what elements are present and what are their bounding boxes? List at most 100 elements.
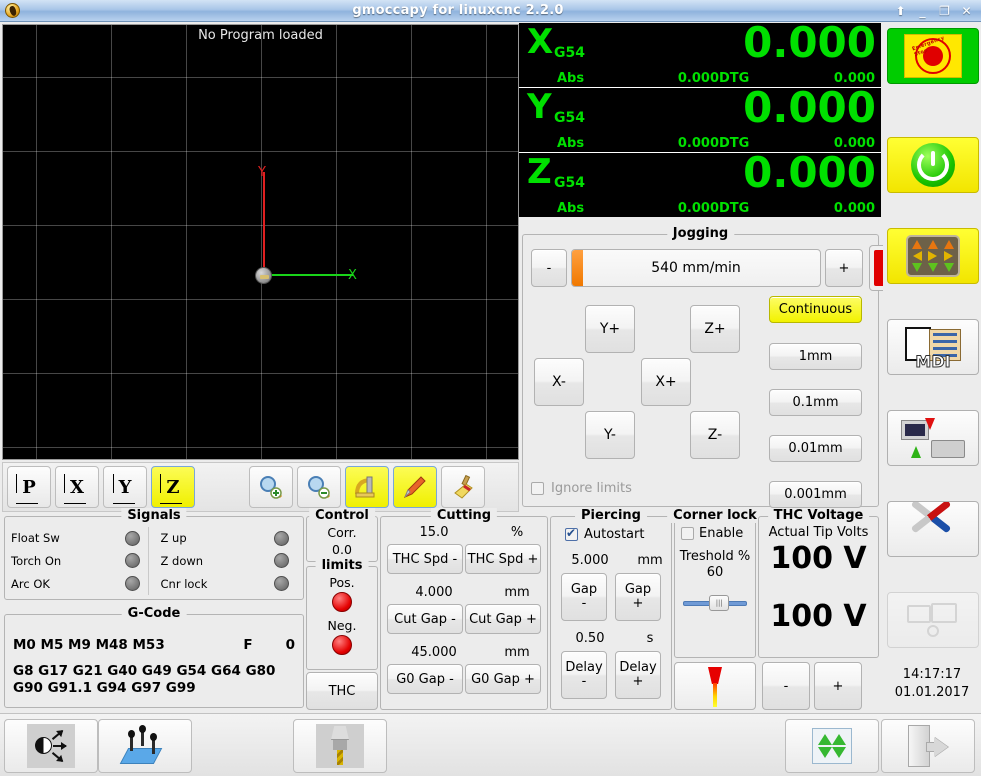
maximize-icon <box>812 728 852 764</box>
checkbox-icon <box>531 482 544 495</box>
zoom-out-icon[interactable] <box>297 466 341 508</box>
pierce-delay-minus-button[interactable]: Delay - <box>561 651 607 699</box>
maximize-button[interactable]: ❐ <box>939 3 950 18</box>
g0-gap-minus-button[interactable]: G0 Gap - <box>387 664 463 694</box>
gcode-panel: G-Code M0 M5 M9 M48 M53 F 0 G8 G17 G21 G… <box>4 606 304 708</box>
dro-main-value: 0.000 <box>743 148 876 197</box>
auto-mode-button[interactable] <box>887 410 979 466</box>
maximize-view-button[interactable] <box>785 719 879 773</box>
jog-x-minus-button[interactable]: X- <box>534 358 584 406</box>
touch-off-y-button[interactable]: Y <box>103 466 147 508</box>
mdi-label: MDI <box>915 352 951 372</box>
thc-voltage-panel: THC Voltage Actual Tip Volts 100 V 100 V <box>758 508 879 658</box>
window-controls: ⬆ _ ❐ ✕ <box>894 4 981 18</box>
thc-speed-readout: 15.0 % <box>381 525 547 540</box>
corr-label: Corr. <box>327 525 357 540</box>
jog-increment-0.1mm[interactable]: 0.1mm <box>769 389 862 416</box>
piercing-panel: Piercing Autostart 5.000 mm Gap - Gap + … <box>550 508 672 710</box>
jog-velocity-plus-button[interactable]: + <box>825 249 863 287</box>
torch-glyph <box>707 667 723 707</box>
spindle-tool-icon <box>316 724 364 768</box>
ignore-limits-label: Ignore limits <box>551 481 632 496</box>
user-tabs-button[interactable] <box>887 592 979 648</box>
dro-row-x[interactable]: X G54 0.000 Abs 0.000 DTG 0.000 <box>519 20 881 88</box>
jog-increment-continuous[interactable]: Continuous <box>769 296 862 323</box>
gcode-feed-label: F <box>243 637 253 653</box>
exit-button[interactable] <box>881 719 975 773</box>
homing-button[interactable] <box>4 719 98 773</box>
pierce-gap-minus-button[interactable]: Gap - <box>561 573 607 621</box>
threshold-value: 60 <box>706 564 724 580</box>
cut-gap-unit: mm <box>504 585 530 600</box>
ignore-limits-checkbox[interactable]: Ignore limits <box>531 481 632 496</box>
touch-off-button[interactable] <box>98 719 192 773</box>
threshold-readout: Treshold % 60 <box>675 549 755 580</box>
corner-lock-title: Corner lock <box>667 508 763 523</box>
manual-mode-button[interactable] <box>887 228 979 284</box>
jog-z-minus-button[interactable]: Z- <box>690 411 740 459</box>
dro-main-value: 0.000 <box>743 83 876 132</box>
signal-arc-ok: Arc OK <box>11 576 148 592</box>
thc-voltage-plus-button[interactable]: + <box>814 662 862 710</box>
clock-time: 14:17:17 <box>902 667 962 682</box>
pierce-gap-plus-button[interactable]: Gap + <box>615 573 661 621</box>
autostart-checkbox[interactable]: Autostart <box>565 526 644 542</box>
thc-speed-minus-button[interactable]: THC Spd - <box>387 544 463 574</box>
jog-x-plus-button[interactable]: X+ <box>641 358 691 406</box>
pierce-delay-minus-l1: Delay <box>565 660 603 676</box>
thc-speed-plus-button[interactable]: THC Spd + <box>465 544 541 574</box>
dro-row-y[interactable]: Y G54 0.000 Abs 0.000 DTG 0.000 <box>519 83 881 153</box>
machine-power-button[interactable] <box>887 137 979 193</box>
touch-off-x-button[interactable]: X <box>55 466 99 508</box>
jog-increment-1mm[interactable]: 1mm <box>769 343 862 370</box>
jog-y-plus-button[interactable]: Y+ <box>585 305 635 353</box>
pierce-delay-plus-button[interactable]: Delay + <box>615 651 661 699</box>
signal-cnr-lock: Cnr lock <box>161 576 298 592</box>
minimize-button[interactable]: _ <box>919 3 926 18</box>
checkbox-icon <box>681 527 694 540</box>
touch-off-p-button[interactable]: P <box>7 466 51 508</box>
clear-plot-icon[interactable] <box>441 466 485 508</box>
edit-program-icon[interactable] <box>393 466 437 508</box>
cut-gap-plus-button[interactable]: Cut Gap + <box>465 604 541 634</box>
slider-thumb[interactable]: ||| <box>709 595 730 611</box>
cut-gap-minus-button[interactable]: Cut Gap - <box>387 604 463 634</box>
dro-dtg-label: DTG <box>719 135 750 151</box>
mdi-mode-button[interactable]: MDI <box>887 319 979 375</box>
signals-right-column: Z up Z down Cnr lock <box>147 527 298 595</box>
dro-abs-label: Abs <box>557 200 585 216</box>
jog-z-plus-button[interactable]: Z+ <box>690 305 740 353</box>
gcode-feed-value: 0 <box>285 637 295 653</box>
torch-icon[interactable] <box>674 662 756 710</box>
signals-panel: Signals Float Sw Torch On Arc OK Z up Z … <box>4 508 304 600</box>
thc-toggle-button[interactable]: THC <box>306 672 378 710</box>
signal-float-sw: Float Sw <box>11 530 148 546</box>
estop-button[interactable]: Emergency Stop <box>887 28 979 84</box>
gcode-mcodes: M0 M5 M9 M48 M53 <box>13 637 165 653</box>
jog-increment-0.01mm[interactable]: 0.01mm <box>769 435 862 462</box>
actual-tip-volts-value: 100 V <box>770 541 867 576</box>
always-on-top-button[interactable]: ⬆ <box>895 3 906 18</box>
dro-row-z[interactable]: Z G54 0.000 Abs 0.000 DTG 0.000 <box>519 148 881 217</box>
jog-velocity-slider[interactable]: 540 mm/min <box>571 249 821 287</box>
close-button[interactable]: ✕ <box>961 3 972 18</box>
thc-voltage-minus-button[interactable]: - <box>762 662 810 710</box>
dro-dtg-label: DTG <box>719 70 750 86</box>
jog-increment-0.001mm[interactable]: 0.001mm <box>769 481 862 508</box>
corner-lock-enable-checkbox[interactable]: Enable <box>681 526 743 541</box>
threshold-slider[interactable]: ||| <box>683 595 747 611</box>
show-dimensions-icon[interactable] <box>345 466 389 508</box>
clock-date: 01.01.2017 <box>894 684 970 700</box>
touch-off-z-button[interactable]: Z <box>151 466 195 508</box>
gcode-preview[interactable]: No Program loaded Y X <box>2 24 519 460</box>
zoom-in-icon[interactable] <box>249 466 293 508</box>
dro-sub-row: Abs 0.000 DTG 0.000 <box>519 135 877 151</box>
settings-button[interactable] <box>887 501 979 557</box>
tool-button[interactable] <box>293 719 387 773</box>
led-icon <box>124 576 140 592</box>
pierce-gap-minus-l2: - <box>581 596 587 611</box>
jog-y-minus-button[interactable]: Y- <box>585 411 635 459</box>
jog-velocity-minus-button[interactable]: - <box>531 249 567 287</box>
pierce-delay-readout: 0.50 s <box>551 631 671 646</box>
g0-gap-plus-button[interactable]: G0 Gap + <box>465 664 541 694</box>
